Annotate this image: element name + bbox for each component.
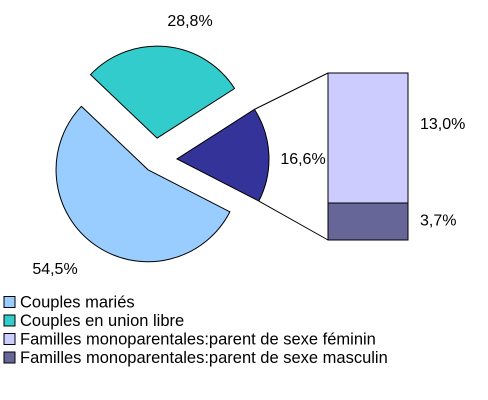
bar-segment (327, 202, 409, 241)
data-label: 28,8% (167, 13, 212, 30)
connector (254, 72, 329, 110)
data-label: 16,6% (280, 151, 325, 168)
legend-swatch (3, 296, 16, 308)
pie-slice (55, 105, 231, 263)
legend-swatch (3, 314, 16, 327)
legend-label: Couples en union libre (20, 312, 184, 330)
data-label: 54,5% (32, 261, 77, 278)
bar-segment (327, 72, 409, 204)
pie-slice (89, 45, 236, 139)
legend-label: Couples mariés (20, 293, 135, 311)
legend-label: Familles monoparentales:parent de sexe m… (20, 349, 388, 367)
data-label: 13,0% (420, 116, 465, 133)
data-label: 3,7% (420, 213, 456, 230)
legend-swatch (3, 333, 16, 345)
pie-slice (175, 108, 270, 202)
connector (258, 200, 329, 241)
legend-label: Familles monoparentales:parent de sexe f… (20, 330, 376, 348)
legend-swatch (3, 351, 16, 364)
